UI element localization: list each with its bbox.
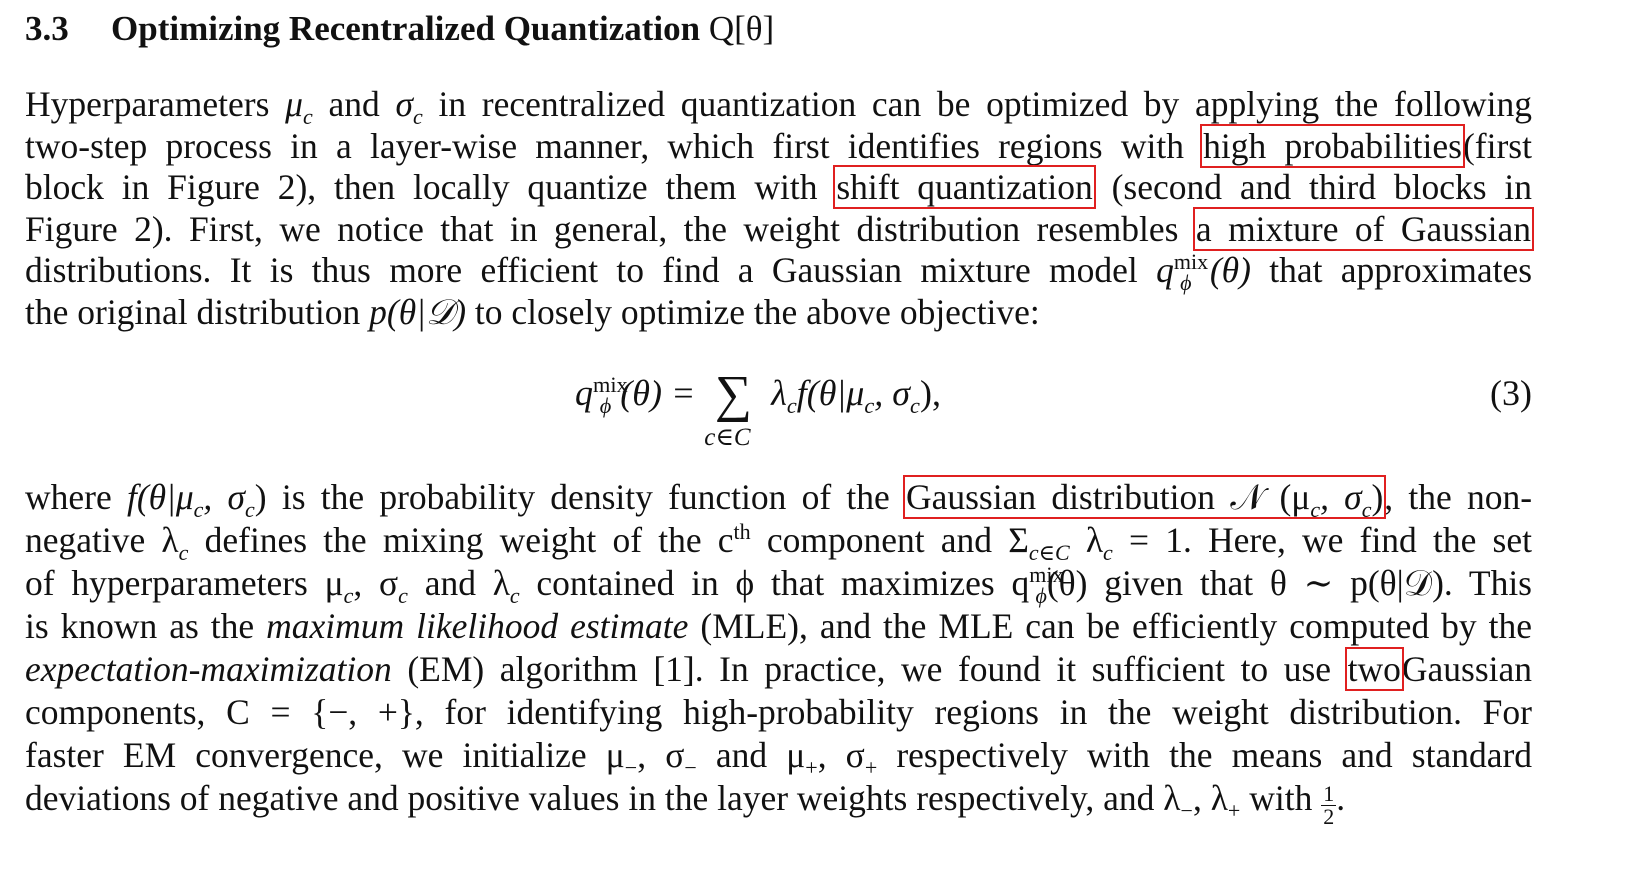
p2-line-5: expectation-maximization (EM) algorithm …: [25, 647, 1533, 691]
section-symbol: Q[θ]: [708, 9, 775, 48]
equation-body: qmixϕ (θ) = ∑ c∈C λcf(θ|μc, σc),: [575, 363, 941, 451]
equation-number: (3): [1490, 373, 1532, 413]
highlight-shift-quantization: shift quantization: [833, 165, 1096, 209]
p1-line-6: the original distribution p(θ|𝒟) to clos…: [25, 291, 1040, 332]
section-heading: 3.3 Optimizing Recentralized Quantization…: [25, 4, 774, 54]
p2-line-6: components, C = {−, +}, for identifying …: [25, 692, 1532, 732]
equation-3: qmixϕ (θ) = ∑ c∈C λcf(θ|μc, σc), (3): [25, 363, 1532, 463]
highlight-mixture-of-gaussian: a mixture of Gaussian: [1192, 206, 1535, 251]
highlight-two: two: [1344, 647, 1404, 691]
p2-line-7: faster EM convergence, we initialize μ−,…: [25, 735, 1533, 781]
p1-line-1: Hyperparameters μc and σc in recentraliz…: [25, 84, 1533, 130]
highlight-high-probabilities: high probabilities: [1200, 123, 1465, 168]
section-number: 3.3: [25, 9, 69, 48]
p2-line-1: where f(θ|μc, σc) is the probability den…: [25, 475, 1533, 523]
p1-line-4: Figure 2). First, we notice that in gene…: [25, 206, 1535, 251]
p2-line-8: deviations of negative and positive valu…: [25, 778, 1346, 829]
p2-line-2: negative λc defines the mixing weight of…: [25, 519, 1532, 566]
summation-symbol: ∑ c∈C: [704, 366, 752, 451]
p1-line-5: distributions. It is thus more efficient…: [25, 249, 1533, 296]
p2-line-4: is known as the maximum likelihood estim…: [25, 606, 1533, 646]
paragraph-2: where f(θ|μc, σc) is the probability den…: [25, 475, 1533, 829]
paragraph-1: Hyperparameters μc and σc in recentraliz…: [25, 84, 1535, 333]
highlight-gaussian-distribution: Gaussian distribution 𝒩 (μc, σc): [902, 475, 1387, 523]
summation-index: c∈C: [704, 424, 751, 451]
p1-line-2: two-step process in a layer-wise manner,…: [25, 123, 1532, 168]
p1-line-3: block in Figure 2), then locally quantiz…: [25, 165, 1532, 209]
p2-line-3: of hyperparameters μc, σc and λc contain…: [25, 562, 1532, 609]
section-title: Optimizing Recentralized Quantization: [111, 9, 701, 48]
